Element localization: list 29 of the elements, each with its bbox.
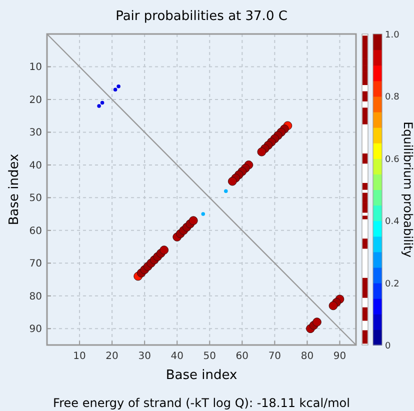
y-tick-label: 70 [29,258,42,270]
x-tick-label: 20 [106,351,118,362]
color-bar-label: 0.8 [385,92,400,103]
y-tick-label: 40 [29,160,42,172]
x-tick-label: 90 [333,351,346,362]
color-bar-label: 0 [385,342,391,352]
x-tick-label: 10 [73,351,86,362]
x-tick-label: 80 [300,351,314,362]
x-tick-label: 50 [203,351,216,362]
x-tick-label: 60 [236,351,249,362]
color-bar-label: 0.2 [385,279,400,290]
x-tick-label: 30 [138,351,151,362]
y-tick-label: 20 [29,94,42,106]
color-bar-label: 1.0 [385,30,400,40]
y-tick-label: 80 [29,291,42,302]
x-tick-label: 70 [268,351,282,362]
y-axis-title: Base index [7,154,22,226]
y-tick-label: 10 [29,62,42,74]
color-bar-label: 0.6 [385,154,400,165]
y-tick-label: 30 [29,128,42,139]
text: Free energy of strand (-kT log Q): -18.11 kcal/mol [53,396,350,410]
y-tick-label: 60 [29,226,42,237]
chart-title: Pair probabilities at 37.0 C [116,9,288,24]
color-bar-title: Equilibrium probability [401,122,414,258]
y-tick-label: 50 [29,193,42,204]
y-tick-label: 90 [29,324,42,336]
x-tick-label: 40 [170,351,184,362]
x-axis-title: Base index [166,368,238,383]
color-bar-label: 0.4 [385,217,400,228]
